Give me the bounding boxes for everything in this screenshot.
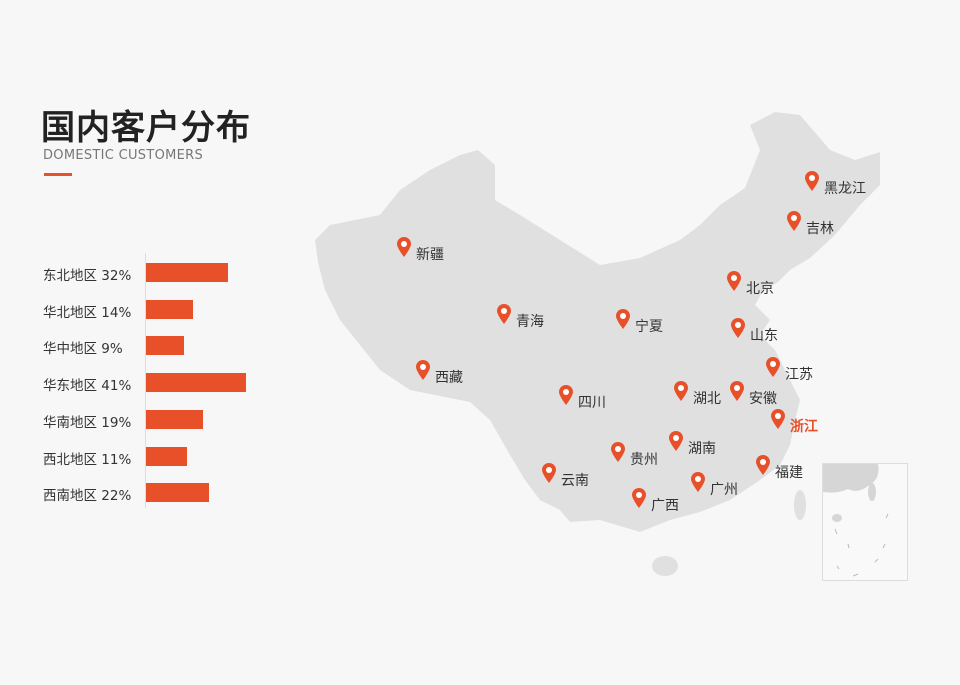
pin-label: 贵州 (630, 452, 658, 468)
south-china-sea-inset (822, 463, 908, 581)
bar-label: 西南地区 22% (43, 488, 132, 505)
bar-华东地区 (146, 373, 246, 393)
title-accent-line (44, 173, 72, 176)
pin-label: 福建 (775, 465, 803, 481)
bar-label: 华南地区 19% (43, 414, 132, 431)
pin-label: 广西 (651, 498, 679, 514)
pin-label: 吉林 (806, 221, 834, 237)
pin-label: 四川 (578, 395, 606, 411)
pin-label: 北京 (746, 281, 774, 297)
bar-label: 华东地区 41% (43, 378, 132, 395)
location-pin-icon (397, 237, 411, 257)
location-pin-icon (669, 431, 683, 451)
taiwan-shape (794, 490, 806, 520)
bar-axis-line (145, 253, 146, 508)
bar-label: 西北地区 11% (43, 451, 132, 468)
pin-label: 广州 (710, 482, 738, 498)
location-pin-icon (616, 309, 630, 329)
china-mainland-shape (315, 112, 880, 532)
pin-label: 江苏 (785, 367, 813, 383)
bar-label: 华中地区 9% (43, 341, 123, 358)
pin-label: 湖南 (688, 441, 716, 457)
location-pin-icon (542, 463, 556, 483)
pin-label: 山东 (750, 328, 778, 344)
pin-label: 浙江 (790, 419, 818, 435)
bar-华中地区 (146, 336, 184, 356)
location-pin-icon (727, 271, 741, 291)
location-pin-icon (805, 171, 819, 191)
bar-西北地区 (146, 446, 187, 466)
hainan-shape (652, 556, 678, 576)
location-pin-icon (559, 385, 573, 405)
pin-label: 青海 (516, 314, 544, 330)
bar-东北地区 (146, 263, 228, 282)
pin-label: 云南 (561, 473, 589, 489)
location-pin-icon (731, 318, 745, 338)
location-pin-icon (730, 381, 744, 401)
bar-西南地区 (146, 483, 209, 503)
pin-label: 新疆 (416, 247, 444, 263)
pin-label: 黑龙江 (824, 181, 866, 197)
page-subtitle: DOMESTIC CUSTOMERS (43, 148, 204, 163)
pin-label: 西藏 (435, 370, 463, 386)
location-pin-icon (756, 455, 770, 475)
bar-label: 华北地区 14% (43, 304, 132, 321)
pin-label: 安徽 (749, 391, 777, 407)
page-title: 国内客户分布 (41, 108, 251, 148)
bar-label: 东北地区 32% (43, 268, 132, 284)
bar-华南地区 (146, 409, 203, 429)
location-pin-icon (416, 360, 430, 380)
location-pin-icon (766, 357, 780, 377)
pin-label: 宁夏 (635, 319, 663, 335)
location-pin-icon (674, 381, 688, 401)
location-pin-icon (632, 488, 646, 508)
location-pin-icon (787, 211, 801, 231)
location-pin-icon (497, 304, 511, 324)
bar-华北地区 (146, 299, 193, 319)
pin-label: 湖北 (693, 391, 721, 407)
location-pin-icon (771, 409, 785, 429)
location-pin-icon (691, 472, 705, 492)
location-pin-icon (611, 442, 625, 462)
